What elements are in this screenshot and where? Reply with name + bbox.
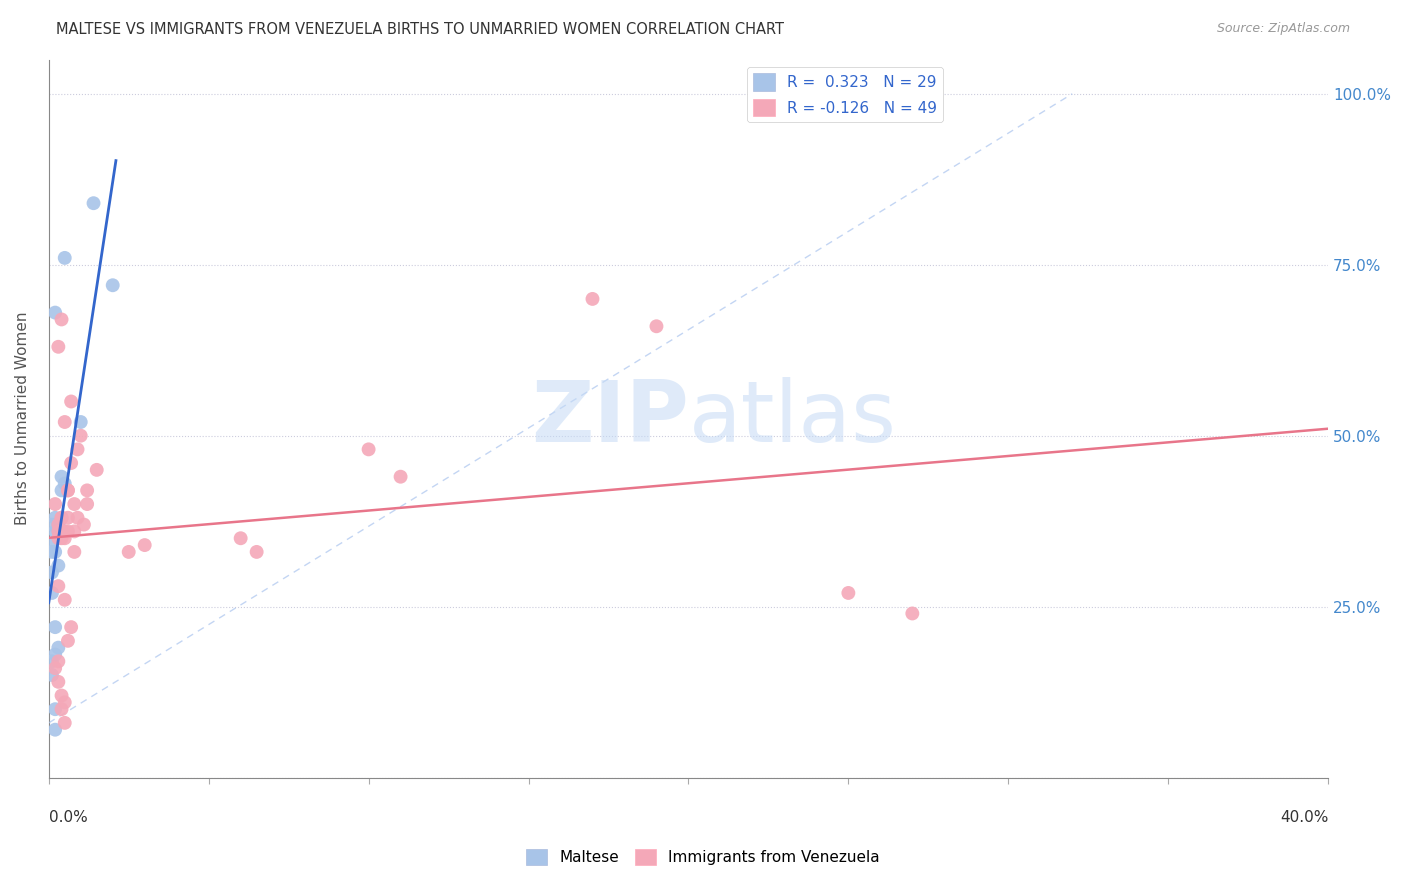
Point bbox=[46, 524, 69, 539]
Point bbox=[76, 483, 98, 498]
Point bbox=[41, 538, 63, 552]
Point bbox=[357, 442, 380, 457]
Point bbox=[60, 456, 83, 470]
Point bbox=[51, 510, 73, 524]
Point bbox=[46, 674, 69, 689]
Point bbox=[46, 654, 69, 668]
Point bbox=[46, 640, 69, 655]
Point bbox=[46, 531, 69, 545]
Point bbox=[69, 428, 91, 442]
Point bbox=[83, 196, 105, 211]
Point bbox=[44, 305, 66, 319]
Point bbox=[51, 510, 73, 524]
Text: Source: ZipAtlas.com: Source: ZipAtlas.com bbox=[1216, 22, 1350, 36]
Point bbox=[63, 545, 86, 559]
Point bbox=[44, 620, 66, 634]
Point bbox=[53, 715, 76, 730]
Text: atlas: atlas bbox=[689, 377, 897, 460]
Point bbox=[51, 524, 73, 539]
Point bbox=[51, 312, 73, 326]
Point bbox=[73, 517, 96, 532]
Point bbox=[837, 586, 859, 600]
Point bbox=[56, 524, 79, 539]
Point bbox=[41, 566, 63, 580]
Point bbox=[46, 517, 69, 532]
Legend: Maltese, Immigrants from Venezuela: Maltese, Immigrants from Venezuela bbox=[520, 843, 886, 871]
Point bbox=[51, 531, 73, 545]
Point bbox=[51, 469, 73, 483]
Point bbox=[645, 319, 668, 334]
Legend: R =  0.323   N = 29, R = -0.126   N = 49: R = 0.323 N = 29, R = -0.126 N = 49 bbox=[747, 67, 943, 122]
Point bbox=[53, 476, 76, 491]
Point bbox=[901, 607, 924, 621]
Point bbox=[389, 469, 412, 483]
Point bbox=[53, 592, 76, 607]
Point bbox=[41, 668, 63, 682]
Text: 0.0%: 0.0% bbox=[49, 810, 87, 825]
Point bbox=[56, 483, 79, 498]
Point bbox=[53, 415, 76, 429]
Text: 40.0%: 40.0% bbox=[1279, 810, 1329, 825]
Point bbox=[44, 545, 66, 559]
Point bbox=[44, 510, 66, 524]
Point bbox=[46, 517, 69, 532]
Y-axis label: Births to Unmarried Women: Births to Unmarried Women bbox=[15, 312, 30, 525]
Point bbox=[118, 545, 141, 559]
Point bbox=[44, 702, 66, 716]
Point bbox=[44, 723, 66, 737]
Point bbox=[101, 278, 124, 293]
Point bbox=[60, 394, 83, 409]
Point bbox=[46, 524, 69, 539]
Point bbox=[41, 586, 63, 600]
Point bbox=[53, 524, 76, 539]
Point bbox=[66, 442, 89, 457]
Point bbox=[51, 702, 73, 716]
Point bbox=[53, 695, 76, 709]
Point bbox=[44, 661, 66, 675]
Point bbox=[51, 689, 73, 703]
Point bbox=[246, 545, 269, 559]
Point bbox=[86, 463, 108, 477]
Point bbox=[60, 620, 83, 634]
Point bbox=[46, 579, 69, 593]
Text: MALTESE VS IMMIGRANTS FROM VENEZUELA BIRTHS TO UNMARRIED WOMEN CORRELATION CHART: MALTESE VS IMMIGRANTS FROM VENEZUELA BIR… bbox=[56, 22, 785, 37]
Point bbox=[41, 654, 63, 668]
Point bbox=[46, 517, 69, 532]
Point bbox=[134, 538, 156, 552]
Point bbox=[46, 340, 69, 354]
Point bbox=[76, 497, 98, 511]
Point bbox=[51, 483, 73, 498]
Point bbox=[63, 524, 86, 539]
Point bbox=[581, 292, 603, 306]
Point bbox=[56, 483, 79, 498]
Point bbox=[46, 558, 69, 573]
Point bbox=[44, 524, 66, 539]
Point bbox=[69, 415, 91, 429]
Point bbox=[41, 517, 63, 532]
Point bbox=[41, 545, 63, 559]
Point bbox=[53, 251, 76, 265]
Point bbox=[44, 648, 66, 662]
Point bbox=[229, 531, 252, 545]
Point bbox=[63, 497, 86, 511]
Text: ZIP: ZIP bbox=[530, 377, 689, 460]
Point bbox=[44, 497, 66, 511]
Point bbox=[56, 510, 79, 524]
Point bbox=[46, 517, 69, 532]
Point bbox=[66, 510, 89, 524]
Point bbox=[53, 531, 76, 545]
Point bbox=[56, 633, 79, 648]
